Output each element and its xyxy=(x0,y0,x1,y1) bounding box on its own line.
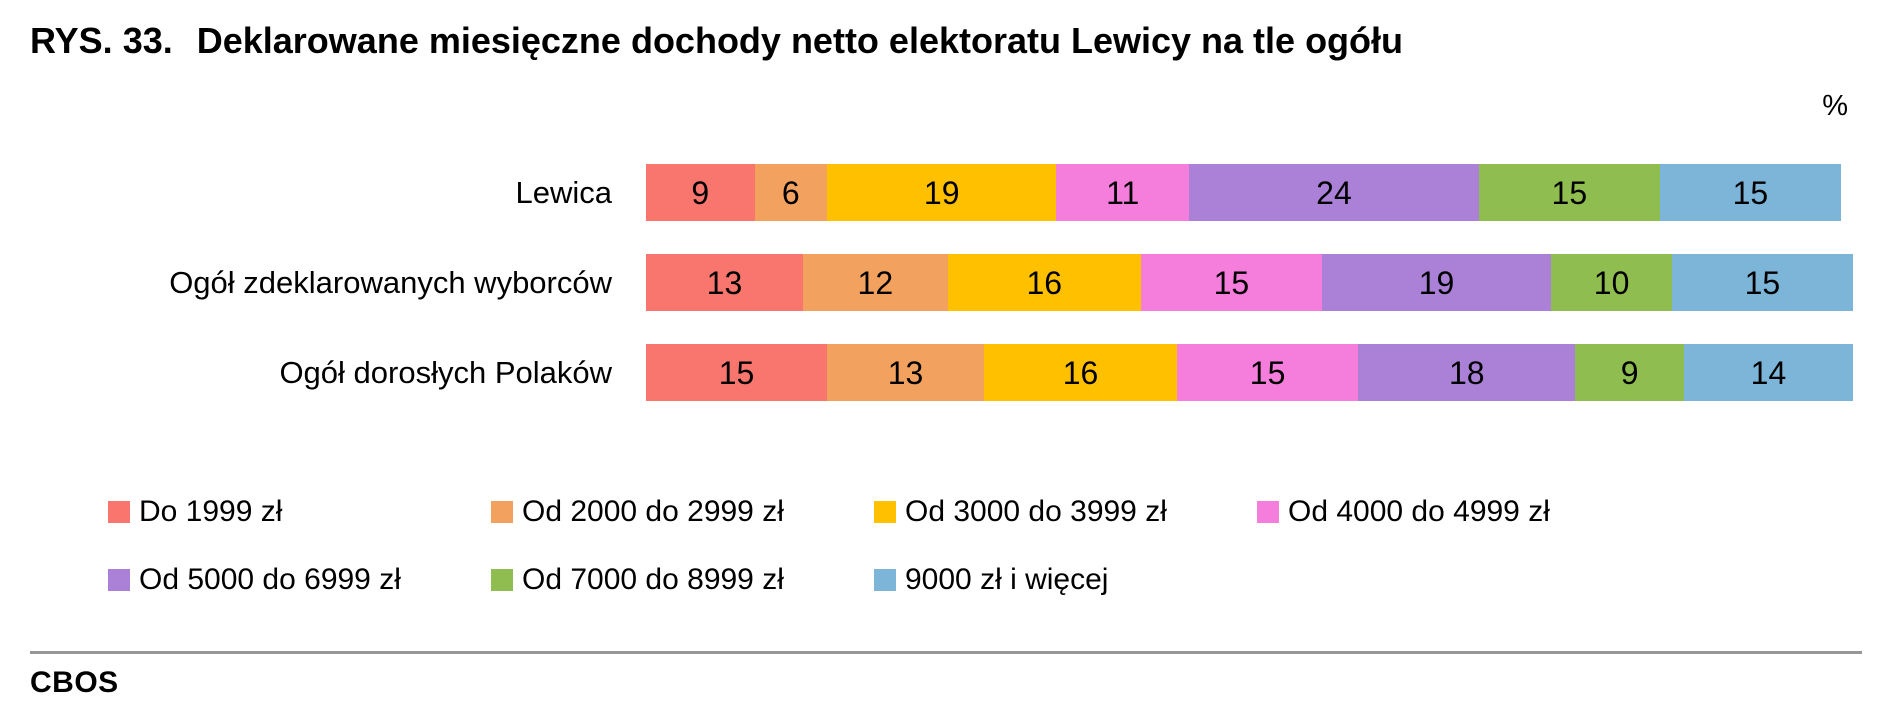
bar-value: 15 xyxy=(1732,174,1769,211)
bar-segment: 15 xyxy=(1177,344,1359,401)
bar-value: 15 xyxy=(718,354,755,391)
legend-swatch-icon xyxy=(874,569,896,591)
bar-value: 13 xyxy=(887,354,924,391)
legend-item: Od 2000 do 2999 zł xyxy=(491,492,874,532)
legend-label: Od 5000 do 6999 zł xyxy=(139,563,401,596)
bar-value: 6 xyxy=(781,174,800,211)
legend-swatch-icon xyxy=(108,501,130,523)
bar-value: 14 xyxy=(1750,354,1787,391)
bar-value: 12 xyxy=(857,264,894,301)
chart-legend: Do 1999 zł Od 2000 do 2999 zł Od 3000 do 3… xyxy=(108,492,1550,600)
legend-label: Od 7000 do 8999 zł xyxy=(522,563,784,596)
legend-item: Od 7000 do 8999 zł xyxy=(491,560,874,600)
bar-track: 13 12 16 15 19 10 15 xyxy=(646,254,1853,311)
row-label: Lewica xyxy=(515,174,613,210)
bar-segment: 15 xyxy=(1478,164,1660,221)
legend-swatch-icon xyxy=(1257,501,1279,523)
bar-segment: 13 xyxy=(827,344,984,401)
bar-segment: 13 xyxy=(646,254,803,311)
bar-segment: 9 xyxy=(1575,344,1684,401)
bar-row: Ogół zdeklarowanych wyborców 13 12 16 15 19 10… xyxy=(30,254,1853,311)
unit-label: % xyxy=(1822,90,1848,122)
bar-segment: 16 xyxy=(947,254,1141,311)
footer-divider xyxy=(30,651,1862,654)
bar-value: 15 xyxy=(1551,174,1588,211)
stacked-bar-chart: Lewica 9 6 19 11 24 15 15 Ogół zdeklarowanych wy… xyxy=(30,164,1853,434)
legend-swatch-icon xyxy=(874,501,896,523)
figure-title-text: Deklarowane miesięczne dochody netto ele… xyxy=(196,20,1404,61)
bar-value: 13 xyxy=(706,264,743,301)
figure-number: RYS. 33. xyxy=(30,20,173,61)
legend-label: Od 4000 do 4999 zł xyxy=(1288,495,1550,528)
legend-item: Od 5000 do 6999 zł xyxy=(108,560,491,600)
bar-segment: 19 xyxy=(1321,254,1552,311)
source-label: CBOS xyxy=(30,666,119,699)
bar-value: 9 xyxy=(691,174,710,211)
bar-segment: 16 xyxy=(983,344,1178,401)
bar-row: Lewica 9 6 19 11 24 15 15 xyxy=(30,164,1853,221)
bar-track: 15 13 16 15 18 9 14 xyxy=(646,344,1853,401)
bar-segment: 19 xyxy=(827,164,1057,221)
bar-row: Ogół dorosłych Polaków 15 13 16 15 18 9 14 xyxy=(30,344,1853,401)
bar-value: 9 xyxy=(1620,354,1639,391)
bar-value: 11 xyxy=(1106,174,1140,211)
bar-segment: 10 xyxy=(1551,254,1672,311)
bar-value: 16 xyxy=(1062,354,1099,391)
row-label: Ogół dorosłych Polaków xyxy=(279,354,612,390)
legend-label: Od 3000 do 3999 zł xyxy=(905,495,1167,528)
bar-segment: 14 xyxy=(1683,344,1853,401)
row-label: Ogół zdeklarowanych wyborców xyxy=(169,264,612,300)
bar-track: 9 6 19 11 24 15 15 xyxy=(646,164,1853,221)
bar-value: 10 xyxy=(1593,264,1630,301)
bar-segment: 9 xyxy=(646,164,755,221)
bar-segment: 15 xyxy=(1659,164,1841,221)
legend-item: 9000 zł i więcej xyxy=(874,560,1257,600)
legend-label: 9000 zł i więcej xyxy=(905,563,1109,596)
bar-value: 19 xyxy=(923,174,960,211)
bar-segment: 24 xyxy=(1189,164,1479,221)
bar-segment: 12 xyxy=(802,254,948,311)
legend-swatch-icon xyxy=(108,569,130,591)
bar-value: 24 xyxy=(1316,174,1352,211)
legend-swatch-icon xyxy=(491,501,513,523)
bar-value: 15 xyxy=(1249,354,1286,391)
legend-item: Od 3000 do 3999 zł xyxy=(874,492,1257,532)
bar-segment: 6 xyxy=(754,164,828,221)
legend-label: Od 2000 do 2999 zł xyxy=(522,495,784,528)
figure-title: RYS. 33. Deklarowane miesięczne dochody n… xyxy=(30,20,1403,62)
bar-segment: 15 xyxy=(1671,254,1853,311)
legend-item: Od 4000 do 4999 zł xyxy=(1257,492,1550,532)
bar-segment: 15 xyxy=(646,344,828,401)
legend-label: Do 1999 zł xyxy=(139,495,283,528)
bar-segment: 18 xyxy=(1358,344,1576,401)
bar-value: 19 xyxy=(1418,264,1455,301)
bar-segment: 15 xyxy=(1140,254,1322,311)
legend-item: Do 1999 zł xyxy=(108,492,491,532)
bar-value: 15 xyxy=(1213,264,1250,301)
bar-value: 16 xyxy=(1026,264,1063,301)
legend-swatch-icon xyxy=(491,569,513,591)
bar-value: 18 xyxy=(1448,354,1485,391)
bar-segment: 11 xyxy=(1056,164,1190,221)
bar-value: 15 xyxy=(1744,264,1781,301)
